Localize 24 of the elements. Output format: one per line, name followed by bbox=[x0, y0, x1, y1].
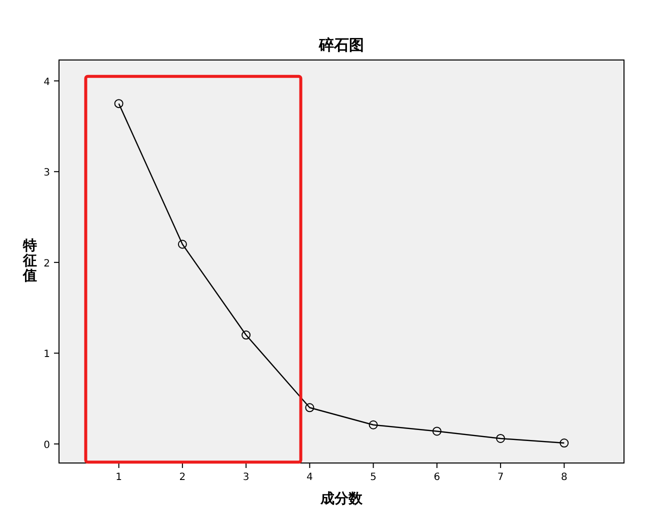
x-tick-label: 8 bbox=[561, 472, 568, 483]
y-tick-label: 3 bbox=[44, 168, 50, 179]
y-tick-label: 4 bbox=[44, 76, 50, 88]
x-tick-label: 5 bbox=[370, 472, 376, 483]
x-tick-label: 1 bbox=[116, 472, 122, 483]
x-tick-label: 4 bbox=[306, 472, 313, 483]
x-tick-label: 2 bbox=[179, 472, 186, 483]
point bbox=[496, 434, 506, 443]
point bbox=[368, 420, 378, 430]
x-tick-label: 6 bbox=[434, 472, 440, 483]
x-tick-label: 7 bbox=[497, 472, 504, 483]
y-axis-title: 特征值 bbox=[22, 238, 37, 284]
chart-title: 碎石图 bbox=[318, 36, 364, 54]
point bbox=[242, 330, 251, 340]
x-axis-title: 成分数 bbox=[320, 491, 364, 507]
point bbox=[432, 426, 442, 436]
y-tick-label: 2 bbox=[44, 258, 50, 270]
y-tick-label: 1 bbox=[44, 349, 50, 360]
point bbox=[114, 99, 124, 108]
x-tick-label: 3 bbox=[242, 472, 250, 483]
point bbox=[178, 240, 187, 249]
y-tick-label: 0 bbox=[44, 440, 50, 451]
point bbox=[305, 403, 314, 412]
point bbox=[560, 438, 569, 448]
